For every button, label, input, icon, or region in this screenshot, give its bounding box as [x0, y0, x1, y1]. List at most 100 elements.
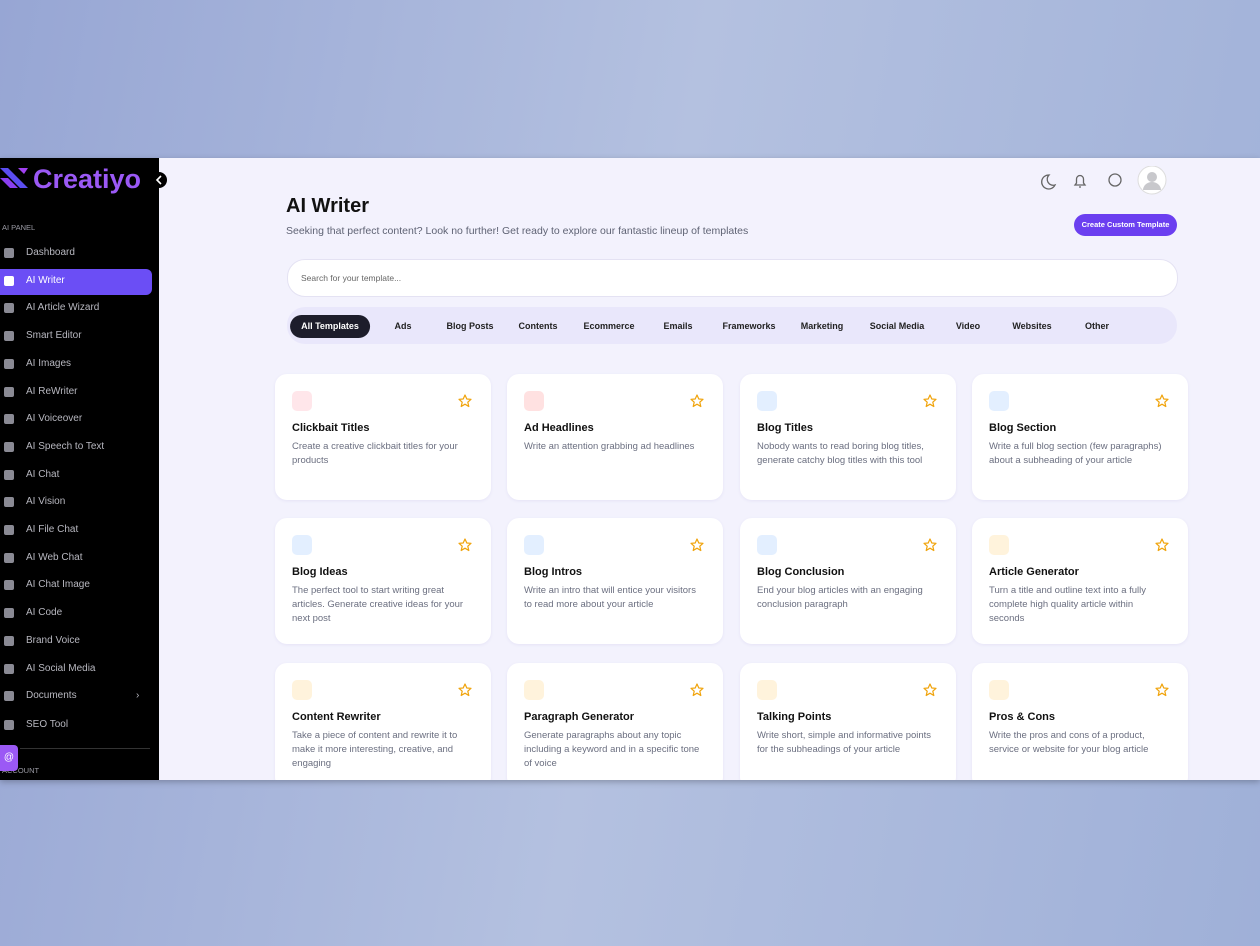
card-description: The perfect tool to start writing great …	[292, 585, 464, 624]
filter-tab[interactable]: Ecommerce	[583, 321, 635, 331]
nav-icon	[4, 635, 14, 646]
nav-icon	[4, 358, 14, 369]
template-card[interactable]: Paragraph Generator Generate paragraphs a…	[507, 663, 723, 780]
search-input[interactable]: Search for your template...	[287, 259, 1178, 297]
filter-tab[interactable]: Ads	[394, 321, 412, 331]
template-card[interactable]: Content Rewriter Take a piece of content …	[275, 663, 491, 780]
help-button[interactable]: @	[0, 745, 18, 771]
nav-item[interactable]: AI Voiceover	[26, 413, 83, 425]
nav-item[interactable]: Dashboard	[26, 247, 75, 258]
nav-icon	[4, 248, 14, 258]
filter-tab[interactable]: Websites	[1012, 321, 1052, 331]
favorite-star[interactable]	[1155, 394, 1169, 408]
nav-item[interactable]: AI Speech to Text	[26, 440, 105, 452]
card-icon	[989, 391, 1009, 411]
nav-icon	[4, 386, 14, 397]
filter-tab[interactable]: Frameworks	[722, 321, 776, 331]
card-description: Write an intro that will entice your vis…	[524, 585, 696, 610]
filter-tab[interactable]: Marketing	[800, 321, 844, 331]
nav-icon	[4, 469, 14, 480]
favorite-star[interactable]	[690, 394, 704, 408]
card-description: Write short, simple and informative poin…	[757, 730, 932, 755]
divider	[20, 748, 150, 749]
nav-item[interactable]: AI Web Chat	[26, 551, 83, 563]
filter-tab[interactable]: Emails	[663, 321, 693, 331]
card-icon	[524, 535, 544, 555]
nav-icon	[4, 414, 14, 425]
template-card[interactable]: Blog Titles Nobody wants to read boring b…	[740, 374, 956, 500]
nav-chevron: ›	[136, 690, 140, 702]
template-card[interactable]: Blog Conclusion End your blog articles wi…	[740, 518, 956, 644]
card-icon	[989, 680, 1009, 700]
favorite-star[interactable]	[690, 683, 704, 697]
card-description: Write an attention grabbing ad headlines	[524, 441, 695, 452]
filter-tab[interactable]: Social Media	[869, 321, 925, 331]
filter-tab[interactable]: All Templates	[290, 315, 370, 338]
card-title: Blog Conclusion	[757, 566, 845, 578]
template-card[interactable]: Article Generator Turn a title and outlin…	[972, 518, 1188, 644]
filter-tab[interactable]: Blog Posts	[446, 321, 494, 331]
nav-item[interactable]: Smart Editor	[26, 330, 82, 342]
nav-item[interactable]: AI ReWriter	[26, 385, 78, 397]
nav-icon	[4, 331, 14, 342]
nav-item[interactable]: AI Images	[26, 357, 72, 369]
template-card[interactable]: Clickbait Titles Create a creative clickb…	[275, 374, 491, 500]
app-window: Creatiyo AI PANEL Dashboard AI Writer AI A…	[0, 158, 1260, 780]
template-card[interactable]: Blog Ideas The perfect tool to start writ…	[275, 518, 491, 644]
favorite-star[interactable]	[1155, 683, 1169, 697]
card-description: Take a piece of content and rewrite it t…	[292, 730, 458, 769]
card-description: Nobody wants to read boring blog titles,…	[757, 441, 924, 466]
nav-icon	[4, 608, 14, 619]
filter-tab[interactable]: Contents	[518, 321, 558, 331]
template-card[interactable]: Talking Points Write short, simple and in…	[740, 663, 956, 780]
card-icon	[757, 680, 777, 700]
favorite-star[interactable]	[923, 538, 937, 552]
favorite-star[interactable]	[923, 683, 937, 697]
filter-bar	[287, 307, 1177, 344]
section-label: ACCOUNT	[2, 766, 40, 775]
nav-item[interactable]: Brand Voice	[26, 634, 80, 646]
card-description: End your blog articles with an engaging …	[757, 585, 923, 610]
template-card[interactable]: Blog Section Write a full blog section (f…	[972, 374, 1188, 500]
card-title: Pros & Cons	[989, 711, 1056, 723]
nav-item[interactable]: AI Chat	[26, 468, 60, 480]
nav-item[interactable]: AI Chat Image	[26, 579, 90, 591]
nav-item[interactable]: AI Social Media	[26, 662, 96, 674]
template-card[interactable]: Blog Intros Write an intro that will enti…	[507, 518, 723, 644]
filter-tab[interactable]: Video	[955, 321, 981, 331]
card-title: Blog Intros	[524, 566, 583, 578]
theme-icon[interactable]	[1041, 174, 1057, 190]
sidebar: Creatiyo AI PANEL Dashboard AI Writer AI A…	[0, 158, 159, 780]
create-template-button[interactable]: Create Custom Template	[1074, 214, 1177, 236]
favorite-star[interactable]	[1155, 538, 1169, 552]
nav-item[interactable]: AI Article Wizard	[26, 302, 100, 314]
notification-icon[interactable]	[1073, 174, 1087, 188]
card-description: Write a full blog section (few paragraph…	[989, 441, 1162, 466]
collapse-button[interactable]	[150, 171, 168, 189]
page-title: AI Writer	[286, 195, 369, 217]
template-card[interactable]: Pros & Cons Write the pros and cons of a …	[972, 663, 1188, 780]
logo: Creatiyo	[33, 164, 142, 194]
card-description: Create a creative clickbait titles for y…	[292, 441, 458, 466]
favorite-star[interactable]	[923, 394, 937, 408]
nav-item[interactable]: AI File Chat	[26, 524, 79, 535]
card-icon	[757, 391, 777, 411]
favorite-star[interactable]	[458, 538, 472, 552]
template-card[interactable]: Ad Headlines Write an attention grabbing …	[507, 374, 723, 500]
card-icon	[292, 680, 312, 700]
card-title: Article Generator	[989, 566, 1079, 578]
filter-tab[interactable]: Other	[1084, 321, 1110, 331]
nav-icon	[4, 441, 14, 452]
top-icons	[1041, 166, 1167, 195]
favorite-star[interactable]	[458, 394, 472, 408]
card-icon	[989, 535, 1009, 555]
favorite-star[interactable]	[458, 683, 472, 697]
nav-item[interactable]: SEO Tool	[26, 718, 69, 730]
nav-item[interactable]: AI Code	[26, 607, 63, 619]
nav-item[interactable]: Documents	[26, 690, 77, 702]
language-icon[interactable]	[1108, 173, 1122, 187]
nav-item[interactable]: AI Vision	[26, 496, 66, 508]
favorite-star[interactable]	[690, 538, 704, 552]
nav-item[interactable]: AI Writer	[26, 274, 65, 286]
